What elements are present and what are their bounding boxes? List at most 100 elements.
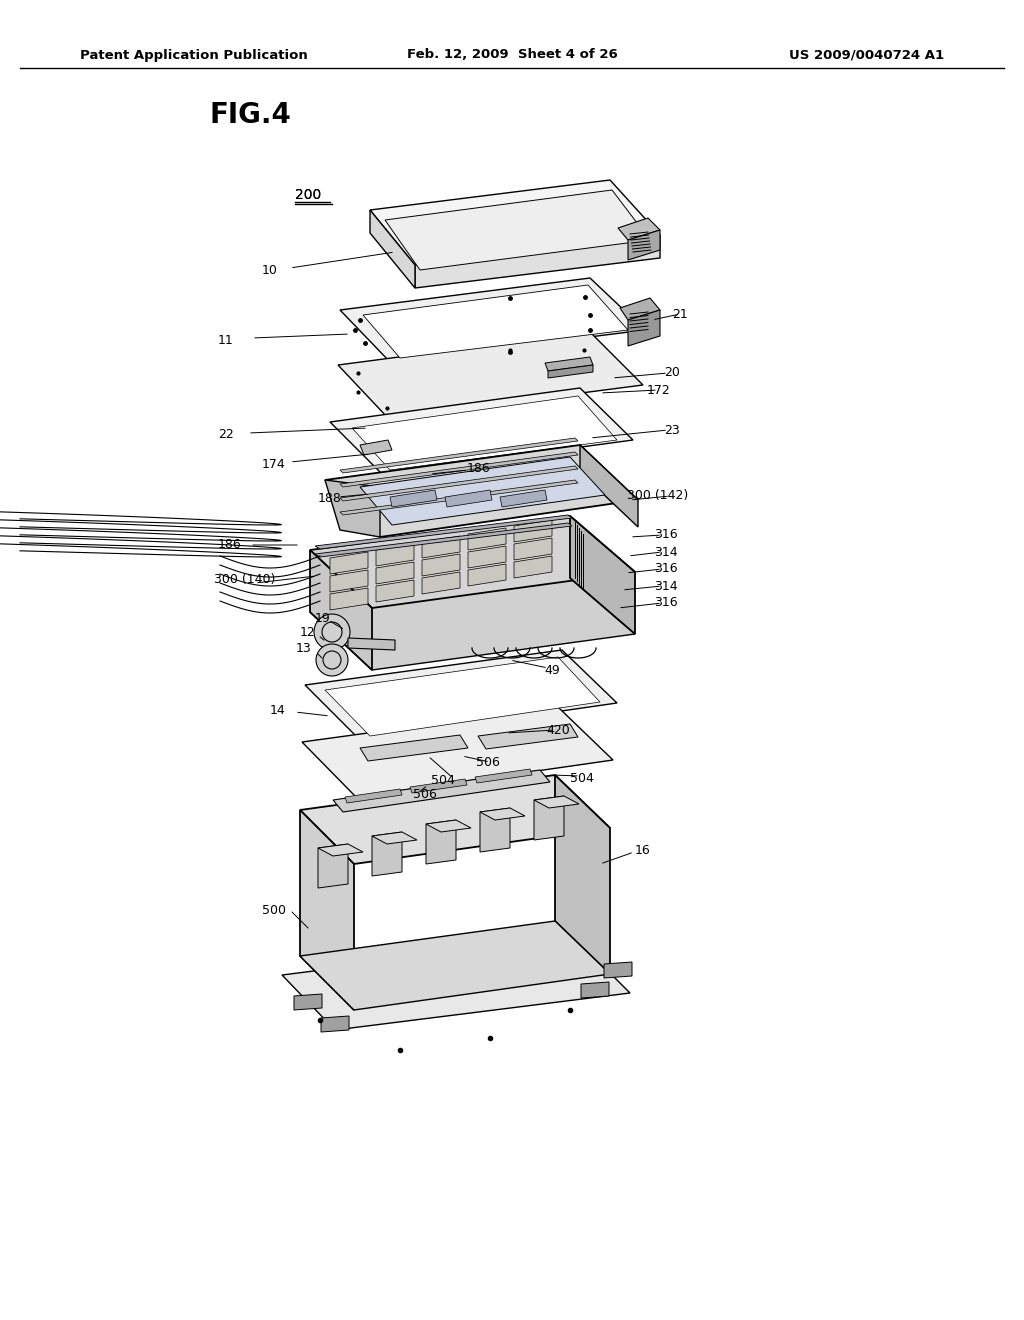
Polygon shape [318,843,348,888]
Polygon shape [628,230,660,260]
Polygon shape [282,939,630,1030]
Text: 188: 188 [318,491,342,504]
Circle shape [314,614,350,649]
Text: US 2009/0040724 A1: US 2009/0040724 A1 [788,49,944,62]
Polygon shape [478,723,578,748]
Polygon shape [376,544,414,566]
Text: 13: 13 [296,642,311,655]
Polygon shape [534,796,564,840]
Text: 300 (142): 300 (142) [627,488,688,502]
Polygon shape [352,396,617,470]
Text: 11: 11 [218,334,233,346]
Polygon shape [514,556,552,578]
Text: 300 (140): 300 (140) [214,573,275,586]
Text: 186: 186 [218,539,242,552]
Polygon shape [300,775,610,865]
Polygon shape [310,516,635,609]
Polygon shape [555,775,610,974]
Text: 316: 316 [654,597,678,610]
Text: 22: 22 [218,429,233,441]
Polygon shape [305,649,617,741]
Polygon shape [500,490,547,507]
Polygon shape [385,190,650,271]
Text: 19: 19 [315,611,331,624]
Polygon shape [372,832,417,843]
Polygon shape [340,451,578,487]
Polygon shape [348,638,395,649]
Polygon shape [370,180,660,265]
Text: 200: 200 [295,187,322,202]
Polygon shape [514,520,552,543]
Text: 316: 316 [654,528,678,541]
Text: 316: 316 [654,562,678,576]
Polygon shape [514,539,552,560]
Text: 314: 314 [654,545,678,558]
Text: 314: 314 [654,579,678,593]
Polygon shape [318,843,362,855]
Polygon shape [548,366,593,378]
Polygon shape [445,490,492,507]
Polygon shape [475,770,532,783]
Polygon shape [422,536,460,558]
Polygon shape [628,310,660,346]
Polygon shape [333,770,550,812]
Polygon shape [618,218,660,240]
Polygon shape [330,587,368,610]
Polygon shape [362,285,628,358]
Text: Patent Application Publication: Patent Application Publication [80,49,308,62]
Text: 420: 420 [546,723,570,737]
Polygon shape [321,1016,349,1032]
Polygon shape [325,480,380,537]
Text: 16: 16 [634,843,650,857]
Polygon shape [330,552,368,574]
Polygon shape [534,796,579,808]
Polygon shape [310,550,372,671]
Polygon shape [376,562,414,583]
Text: Feb. 12, 2009  Sheet 4 of 26: Feb. 12, 2009 Sheet 4 of 26 [407,49,617,62]
Circle shape [316,644,348,676]
Text: 500: 500 [262,903,286,916]
Polygon shape [422,554,460,576]
Polygon shape [422,572,460,594]
Polygon shape [580,445,638,527]
Polygon shape [330,388,633,474]
Polygon shape [415,235,660,288]
Circle shape [322,622,342,642]
Polygon shape [302,708,613,797]
Polygon shape [426,820,456,865]
Polygon shape [300,810,354,1010]
Polygon shape [426,820,471,832]
Text: 186: 186 [466,462,490,474]
Text: 200: 200 [295,187,322,202]
Polygon shape [315,515,572,549]
Polygon shape [340,466,578,502]
Polygon shape [468,528,506,550]
Text: 506: 506 [476,755,500,768]
Polygon shape [345,789,402,803]
Text: 172: 172 [646,384,670,396]
Polygon shape [545,356,593,371]
Text: 10: 10 [262,264,278,276]
Polygon shape [480,808,510,851]
Text: 174: 174 [262,458,286,471]
Circle shape [323,651,341,669]
Polygon shape [340,438,578,473]
Polygon shape [390,490,437,507]
Polygon shape [410,779,467,793]
Polygon shape [340,279,645,362]
Text: 12: 12 [300,626,315,639]
Text: 21: 21 [672,308,688,321]
Polygon shape [370,210,415,288]
Polygon shape [338,333,643,418]
Text: 23: 23 [665,424,680,437]
Polygon shape [315,523,572,557]
Polygon shape [300,921,610,1010]
Text: 49: 49 [544,664,560,676]
Text: 14: 14 [270,704,286,717]
Polygon shape [310,578,635,671]
Polygon shape [340,480,578,515]
Polygon shape [604,962,632,978]
Polygon shape [330,570,368,591]
Text: 20: 20 [665,367,680,380]
Text: FIG.4: FIG.4 [210,102,292,129]
